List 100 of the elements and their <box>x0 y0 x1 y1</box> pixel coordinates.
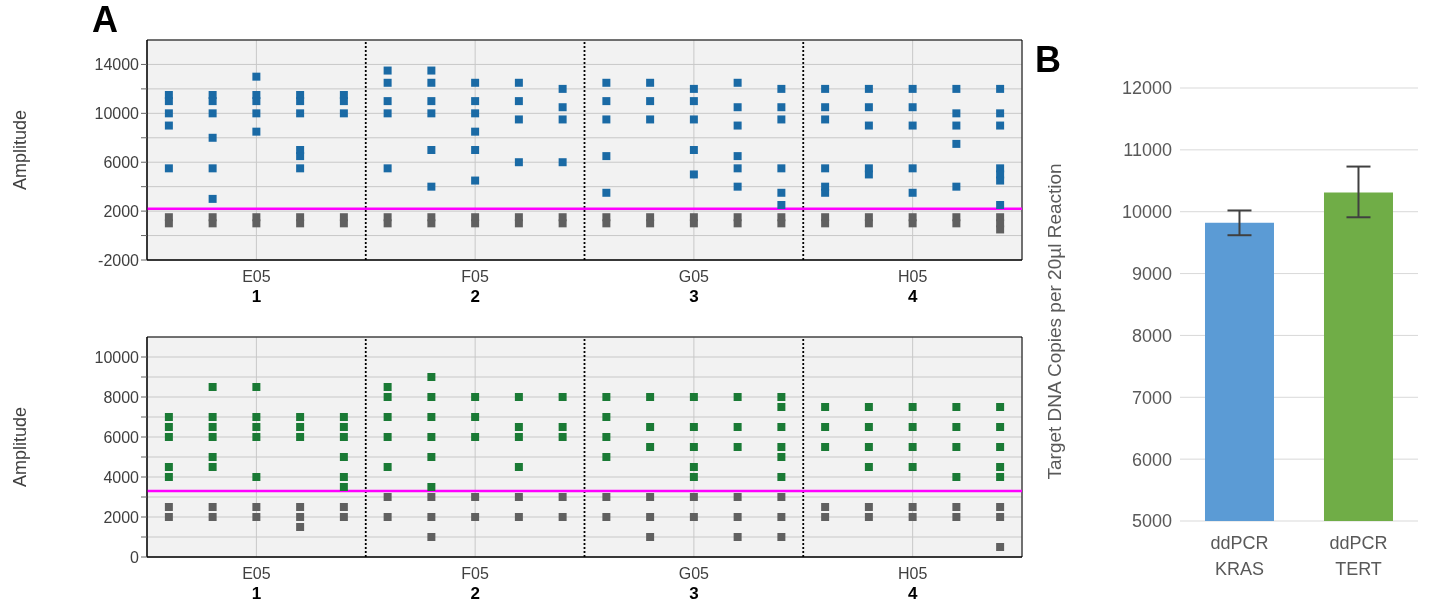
point <box>602 433 611 441</box>
y-axis-title: Target DNA Copies per 20µl Reaction <box>1043 163 1065 480</box>
point <box>471 413 480 421</box>
point <box>952 139 961 148</box>
point <box>602 453 611 461</box>
point <box>777 443 786 451</box>
y-tick-label: 11000 <box>1123 140 1172 161</box>
point <box>689 513 698 521</box>
point <box>514 97 523 106</box>
point <box>908 513 917 521</box>
point <box>427 533 436 541</box>
y-tick-label: 2000 <box>103 202 140 220</box>
point <box>864 463 873 471</box>
point <box>514 78 523 87</box>
point <box>777 403 786 411</box>
point <box>602 493 611 501</box>
point <box>164 219 173 228</box>
point <box>733 443 742 451</box>
point <box>996 201 1005 209</box>
point <box>777 188 786 197</box>
point <box>339 483 348 491</box>
point <box>514 219 523 228</box>
y-tick-label: 10000 <box>1121 202 1172 223</box>
y-tick-label: -2000 <box>98 251 140 269</box>
y-axis-title: Amplitude <box>10 109 31 190</box>
point <box>558 433 567 441</box>
text: 2 <box>470 584 480 603</box>
text: 3 <box>689 584 699 603</box>
point <box>864 121 873 130</box>
point <box>908 423 917 431</box>
point <box>296 433 305 441</box>
point <box>427 513 436 521</box>
point <box>646 115 655 124</box>
x-tick-label: ddPCR TERT <box>1329 533 1388 579</box>
point <box>864 443 873 451</box>
point <box>864 84 873 93</box>
point <box>252 219 261 228</box>
point <box>996 463 1005 471</box>
point <box>164 473 173 481</box>
point <box>471 78 480 87</box>
y-tick-label: 8000 <box>1131 325 1172 346</box>
point <box>471 176 480 185</box>
y-tick-label: 8000 <box>103 388 140 406</box>
point <box>296 152 305 161</box>
point <box>252 503 261 511</box>
point <box>864 423 873 431</box>
point <box>952 219 961 228</box>
point <box>996 513 1005 521</box>
point <box>602 97 611 106</box>
point <box>427 413 436 421</box>
point <box>777 533 786 541</box>
point <box>952 403 961 411</box>
point <box>427 433 436 441</box>
x-tick-label: G05 <box>678 565 710 582</box>
point <box>296 109 305 118</box>
text: 1 <box>251 287 262 306</box>
point <box>558 493 567 501</box>
point <box>689 97 698 106</box>
point <box>427 182 436 191</box>
point <box>821 443 830 451</box>
point <box>208 383 217 391</box>
point <box>602 115 611 124</box>
point <box>296 413 305 421</box>
point <box>908 219 917 228</box>
point <box>164 121 173 130</box>
point <box>952 513 961 521</box>
point <box>427 219 436 228</box>
point <box>777 164 786 173</box>
point <box>689 219 698 228</box>
point <box>864 503 873 511</box>
point <box>821 403 830 411</box>
point <box>689 170 698 179</box>
y-tick-label: 12000 <box>1121 78 1172 99</box>
point <box>777 393 786 401</box>
point <box>996 423 1005 431</box>
point <box>208 433 217 441</box>
point <box>733 182 742 191</box>
point <box>164 433 173 441</box>
point <box>908 121 917 130</box>
point <box>427 78 436 87</box>
point <box>689 493 698 501</box>
point <box>558 393 567 401</box>
point <box>864 103 873 112</box>
point <box>514 115 523 124</box>
point <box>558 103 567 112</box>
point <box>777 493 786 501</box>
point <box>733 513 742 521</box>
y-tick-label: 6000 <box>1131 449 1172 470</box>
point <box>471 393 480 401</box>
point <box>383 109 392 118</box>
point <box>514 423 523 431</box>
point <box>208 463 217 471</box>
point <box>427 97 436 106</box>
point <box>777 423 786 431</box>
point <box>164 513 173 521</box>
point <box>252 127 261 136</box>
point <box>996 543 1005 551</box>
point <box>821 513 830 521</box>
point <box>646 513 655 521</box>
point <box>164 164 173 173</box>
